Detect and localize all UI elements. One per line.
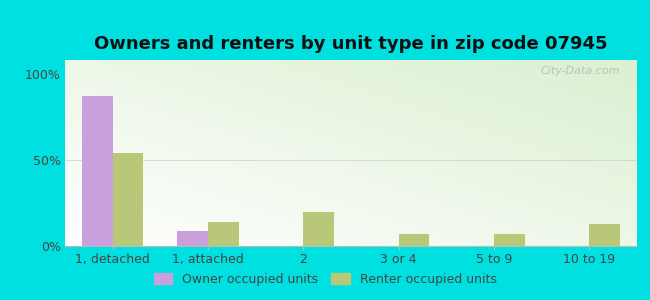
Bar (494, 234, 525, 246)
Text: City-Data.com: City-Data.com (540, 66, 620, 76)
Bar (177, 230, 208, 246)
Bar (590, 224, 620, 246)
Bar (398, 234, 429, 246)
Bar (208, 222, 239, 246)
Bar (112, 153, 143, 246)
Bar (304, 212, 334, 246)
Legend: Owner occupied units, Renter occupied units: Owner occupied units, Renter occupied un… (148, 268, 502, 291)
Bar (82, 96, 112, 246)
Title: Owners and renters by unit type in zip code 07945: Owners and renters by unit type in zip c… (94, 35, 608, 53)
